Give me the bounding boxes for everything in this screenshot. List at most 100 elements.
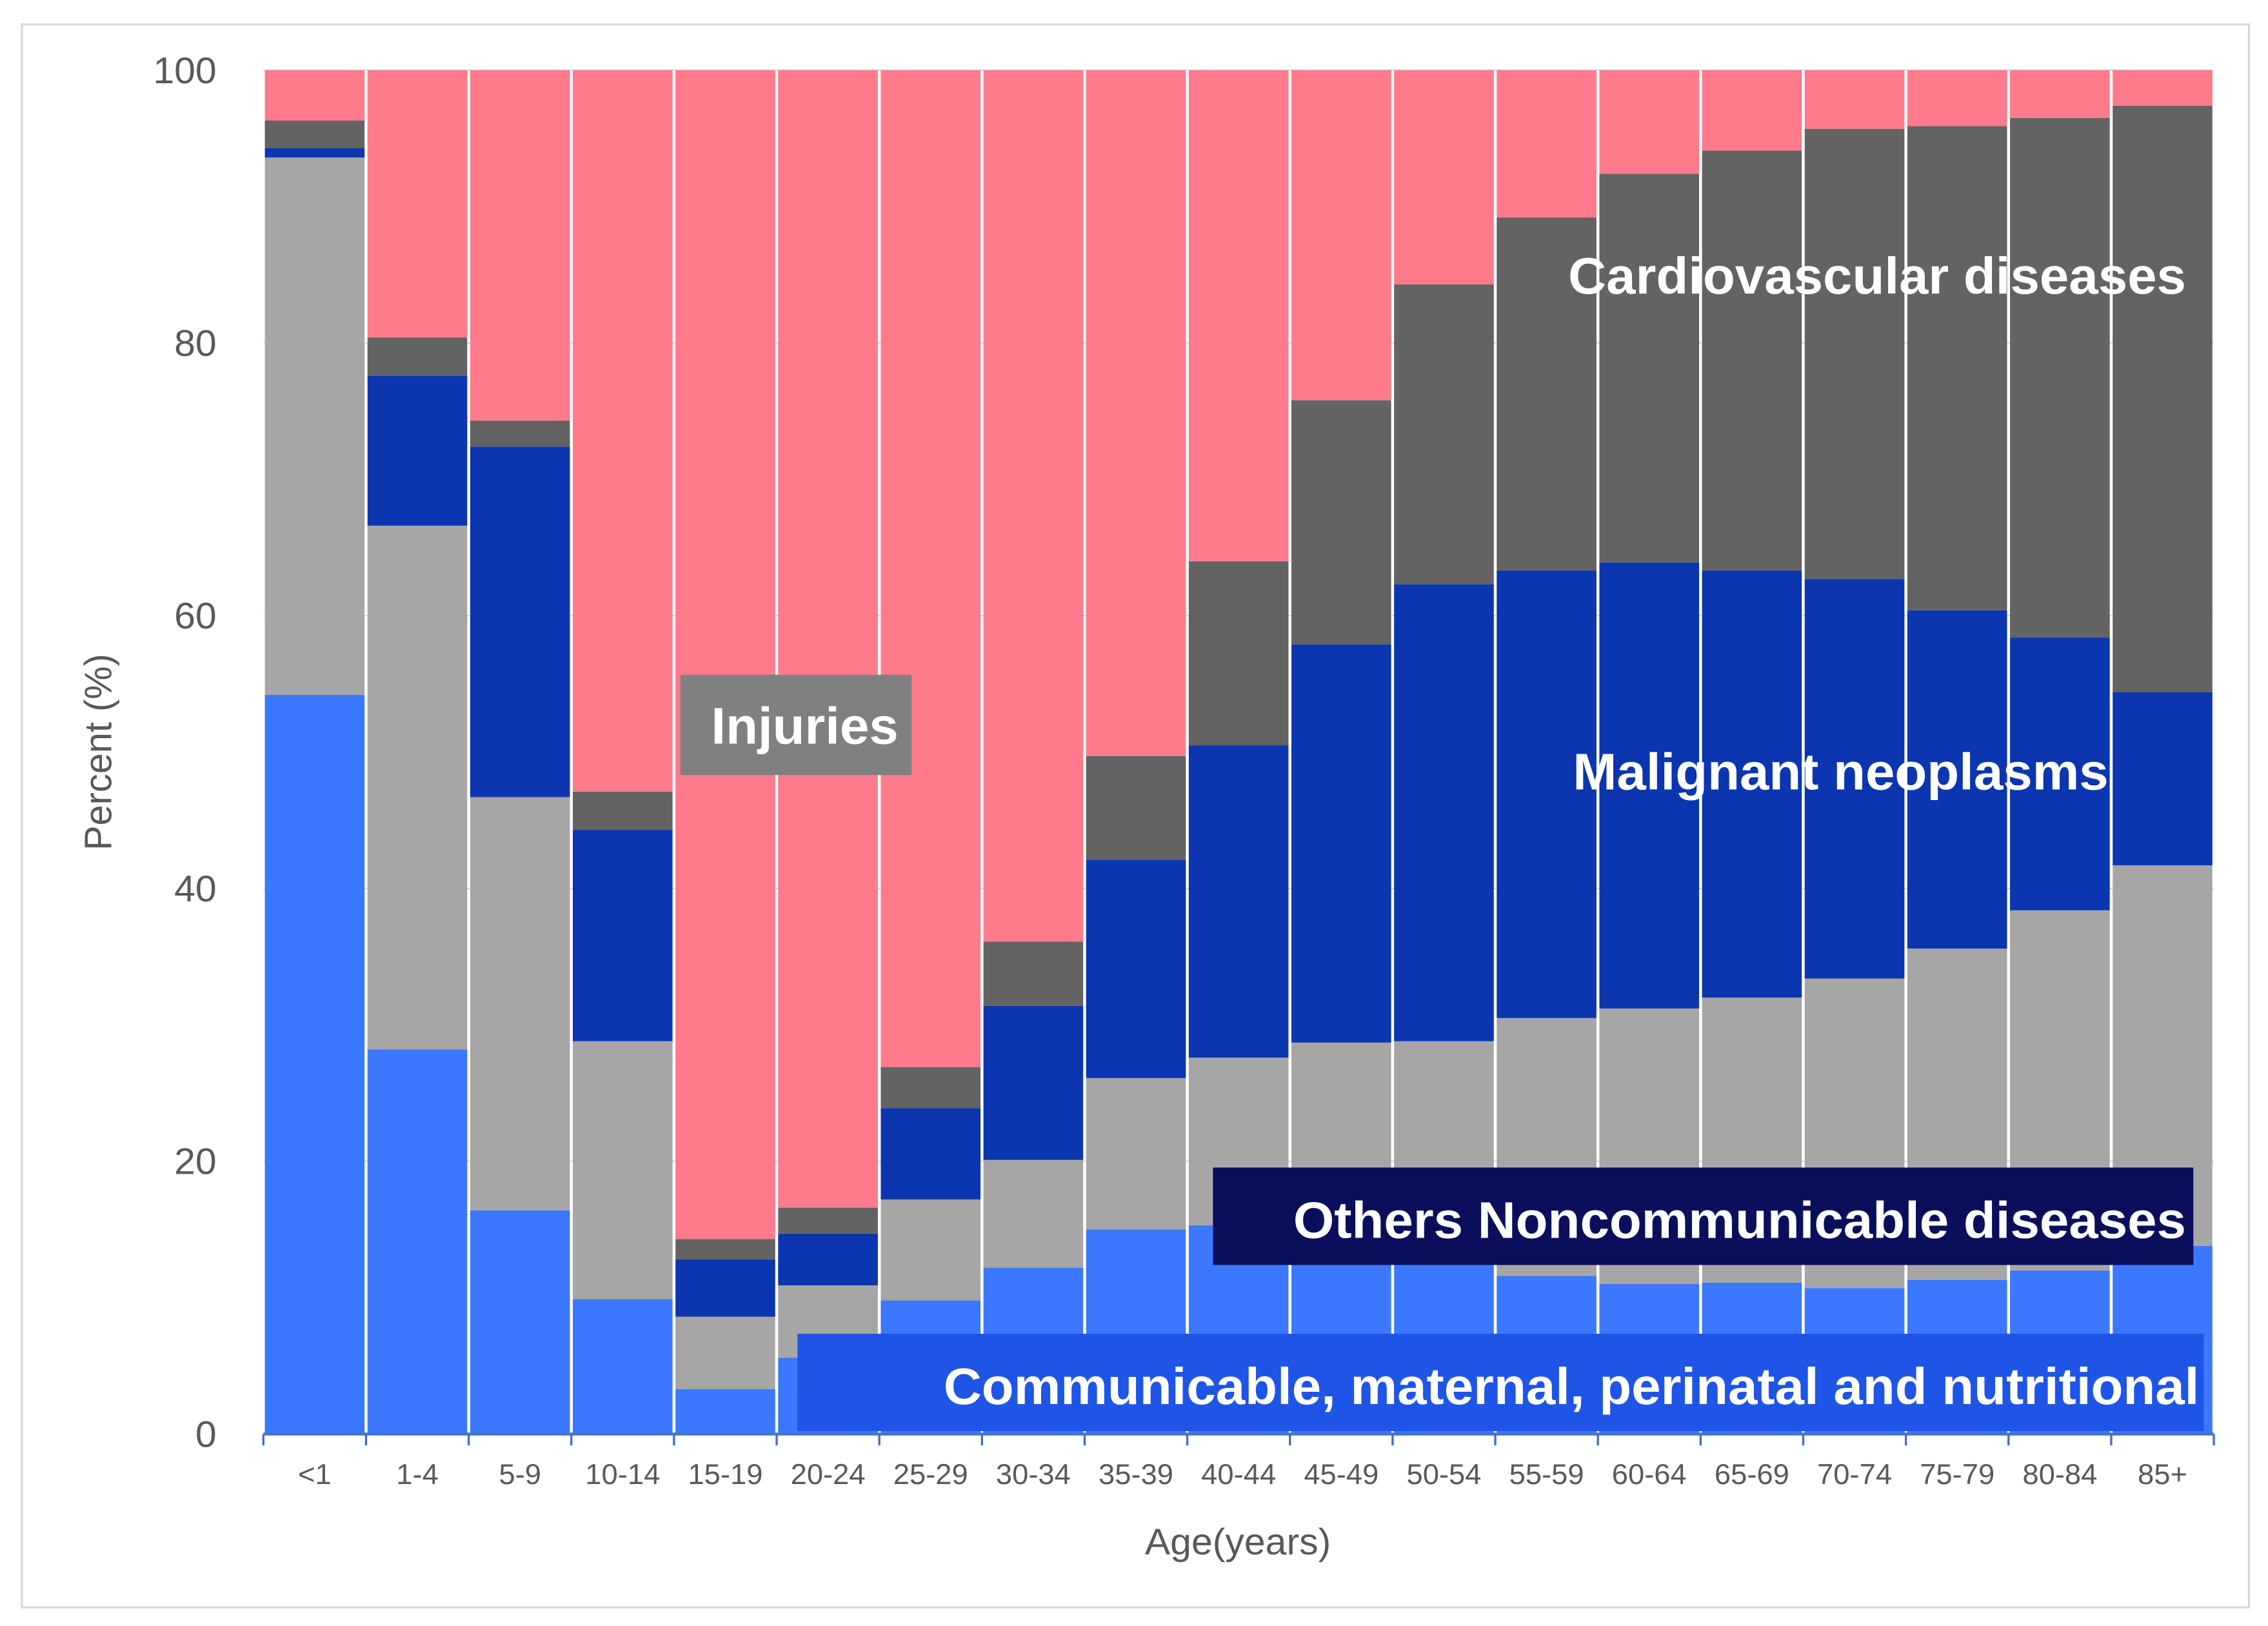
others-label: Others Noncommunicable diseases — [1293, 1192, 2186, 1249]
bar-segment-injuries — [880, 70, 981, 1067]
bar-segment-others — [470, 797, 570, 1210]
x-tick-label: 35-39 — [1099, 1458, 1173, 1490]
bar-segment-malignant — [2113, 692, 2213, 866]
malignant-label: Malignant neoplasms — [1573, 743, 2108, 801]
bar-segment-injuries — [1907, 70, 2007, 126]
bar-segment-cardiovascular — [470, 421, 570, 447]
communicable-label: Communicable, maternal, perinatal and nu… — [944, 1358, 2200, 1416]
bar-segment-cardiovascular — [1497, 217, 1597, 571]
bar-segment-others — [573, 1041, 673, 1300]
bar-segment-cardiovascular — [573, 791, 673, 830]
bar-segment-malignant — [675, 1259, 775, 1317]
x-tick-label: 20-24 — [791, 1458, 866, 1490]
bar-segment-injuries — [1086, 70, 1186, 756]
bar-segment-malignant — [367, 376, 468, 526]
bar-segment-others — [983, 1159, 1084, 1268]
bar-segment-injuries — [1291, 70, 1391, 401]
bar-segment-malignant — [880, 1108, 981, 1199]
injuries-label-box — [680, 674, 912, 776]
others-label-box — [1213, 1167, 2194, 1265]
bar-segment-others — [675, 1316, 775, 1389]
x-tick-label: 15-19 — [688, 1458, 762, 1490]
x-tick-label: 5-9 — [499, 1458, 541, 1490]
bar-segment-cardiovascular — [1702, 150, 1802, 571]
bar-segment-communicable — [264, 694, 365, 1434]
bar-segment-malignant — [1086, 859, 1186, 1078]
x-tick-label: 50-54 — [1406, 1458, 1481, 1490]
y-tick-label: 60 — [174, 596, 217, 637]
bar-segment-malignant — [1188, 745, 1289, 1058]
bar-segment-cardiovascular — [2010, 117, 2110, 638]
bar-segment-malignant — [1291, 644, 1391, 1043]
bar-segment-malignant — [1497, 570, 1597, 1018]
x-tick-label: 40-44 — [1201, 1458, 1276, 1490]
x-tick-label: 85+ — [2138, 1458, 2187, 1490]
bar-segment-injuries — [1188, 70, 1289, 561]
bar-segment-others — [367, 525, 468, 1050]
bar-segment-communicable — [675, 1389, 775, 1434]
bar-segment-cardiovascular — [1599, 174, 1700, 563]
bar-segment-communicable — [470, 1210, 570, 1434]
bar-segment-injuries — [367, 70, 468, 338]
x-tick-label: 10-14 — [585, 1458, 660, 1490]
bar-segment-injuries — [1702, 70, 1802, 151]
bar-segment-injuries — [1497, 70, 1597, 218]
bar-segment-malignant — [1702, 570, 1802, 998]
bar-segment-malignant — [778, 1233, 878, 1286]
bar-segment-cardiovascular — [1394, 284, 1494, 585]
y-tick-label: 80 — [174, 323, 217, 364]
cardiovascular-label: Cardiovascular diseases — [1568, 248, 2186, 305]
bar-segment-others — [1086, 1078, 1186, 1230]
bar-segment-injuries — [2113, 70, 2213, 106]
bar-segment-malignant — [1804, 579, 1905, 979]
bar-segment-malignant — [573, 830, 673, 1041]
x-tick-label: 80-84 — [2022, 1458, 2097, 1490]
bar-segment-malignant — [1394, 584, 1494, 1041]
bar-segment-cardiovascular — [367, 337, 468, 376]
bar-segment-cardiovascular — [880, 1067, 981, 1109]
x-axis-title: Age(years) — [1145, 1521, 1331, 1563]
bar-segment-malignant — [1907, 610, 2007, 949]
bar-segment-injuries — [1804, 70, 1905, 129]
bar-segment-cardiovascular — [1907, 126, 2007, 610]
x-tick-label: 25-29 — [893, 1458, 968, 1490]
bar-segment-malignant — [2010, 637, 2110, 910]
bar-segment-cardiovascular — [1291, 400, 1391, 645]
bar-segment-others — [264, 157, 365, 695]
x-tick-label: 30-34 — [996, 1458, 1071, 1490]
y-tick-label: 40 — [174, 868, 217, 910]
bar-segment-cardiovascular — [2113, 105, 2213, 692]
y-tick-label: 0 — [195, 1414, 217, 1455]
y-axis-title: Percent (%) — [77, 654, 120, 850]
bar-segment-injuries — [470, 70, 570, 421]
x-tick-label: 75-79 — [1920, 1458, 1994, 1490]
bar-segment-malignant — [470, 447, 570, 798]
y-axis-ticks: 0 20 40 60 80 100 — [153, 50, 216, 1455]
bar-segment-injuries — [983, 70, 1084, 942]
bar-segment-cardiovascular — [778, 1207, 878, 1234]
x-tick-label: 45-49 — [1304, 1458, 1378, 1490]
x-tick-label: 55-59 — [1509, 1458, 1584, 1490]
bar-segment-injuries — [778, 70, 878, 1208]
bar-segment-communicable — [573, 1299, 673, 1434]
y-tick-label: 20 — [174, 1141, 217, 1182]
x-tick-label: 60-64 — [1612, 1458, 1687, 1490]
bar-segment-injuries — [1599, 70, 1700, 174]
x-tick-label: <1 — [298, 1458, 332, 1490]
bar-segment-injuries — [573, 70, 673, 792]
bar-segment-injuries — [2010, 70, 2110, 118]
bar-segment-injuries — [264, 70, 365, 121]
x-tick-label: 65-69 — [1715, 1458, 1789, 1490]
bar-segment-others — [880, 1199, 981, 1301]
bar-segment-cardiovascular — [264, 120, 365, 148]
bar-segment-malignant — [1599, 562, 1700, 1009]
bar-segment-cardiovascular — [1188, 561, 1289, 746]
bar-segment-communicable — [367, 1049, 468, 1434]
x-tick-label: 70-74 — [1817, 1458, 1892, 1490]
x-axis-ticks: <1 1-4 5-9 10-14 15-19 20-24 25-29 30-34 35-39 40… — [262, 1434, 2215, 1490]
injuries-label: Injuries — [711, 698, 898, 755]
bar-segment-cardiovascular — [1086, 756, 1186, 860]
bar-segment-injuries — [675, 70, 775, 1240]
bar-segment-malignant — [264, 148, 365, 158]
